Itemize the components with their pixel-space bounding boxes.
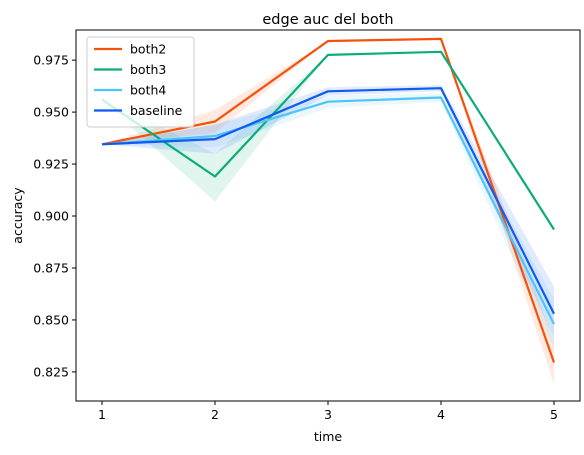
legend-label: both4 xyxy=(130,83,166,98)
x-axis-label: time xyxy=(314,429,343,444)
x-tick-label: 4 xyxy=(437,407,445,422)
confidence-bands xyxy=(102,38,554,385)
y-tick-label: 0.850 xyxy=(33,312,69,327)
band-baseline xyxy=(102,85,554,339)
x-tick-label: 5 xyxy=(550,407,558,422)
legend-label: baseline xyxy=(130,103,183,118)
y-axis-ticks: 0.825 0.850 0.875 0.900 0.925 0.950 0.975 xyxy=(33,53,76,379)
x-axis-ticks: 1 2 3 4 5 xyxy=(98,401,558,422)
series-lines xyxy=(101,37,556,363)
band-both2 xyxy=(102,38,554,385)
y-tick-label: 0.900 xyxy=(33,209,69,224)
y-axis-label: accuracy xyxy=(10,187,25,244)
legend-label: both3 xyxy=(130,62,166,77)
band-both3 xyxy=(102,51,554,230)
plot-frame xyxy=(75,29,581,402)
y-tick-label: 0.950 xyxy=(33,105,69,120)
y-tick-label: 0.975 xyxy=(33,53,69,68)
legend-box xyxy=(86,36,195,128)
x-tick-label: 1 xyxy=(98,407,106,422)
legend-label: both2 xyxy=(130,42,166,57)
line-baseline xyxy=(101,87,555,315)
line-both3 xyxy=(101,50,555,231)
y-tick-label: 0.925 xyxy=(33,157,69,172)
y-tick-label: 0.875 xyxy=(33,260,69,275)
legend: both2 both3 both4 baseline xyxy=(86,36,195,128)
y-tick-label: 0.825 xyxy=(33,364,69,379)
line-both4 xyxy=(101,96,555,325)
x-tick-label: 2 xyxy=(211,407,219,422)
line-both2 xyxy=(101,37,556,363)
x-tick-label: 3 xyxy=(324,407,332,422)
chart-title: edge auc del both xyxy=(262,12,393,28)
